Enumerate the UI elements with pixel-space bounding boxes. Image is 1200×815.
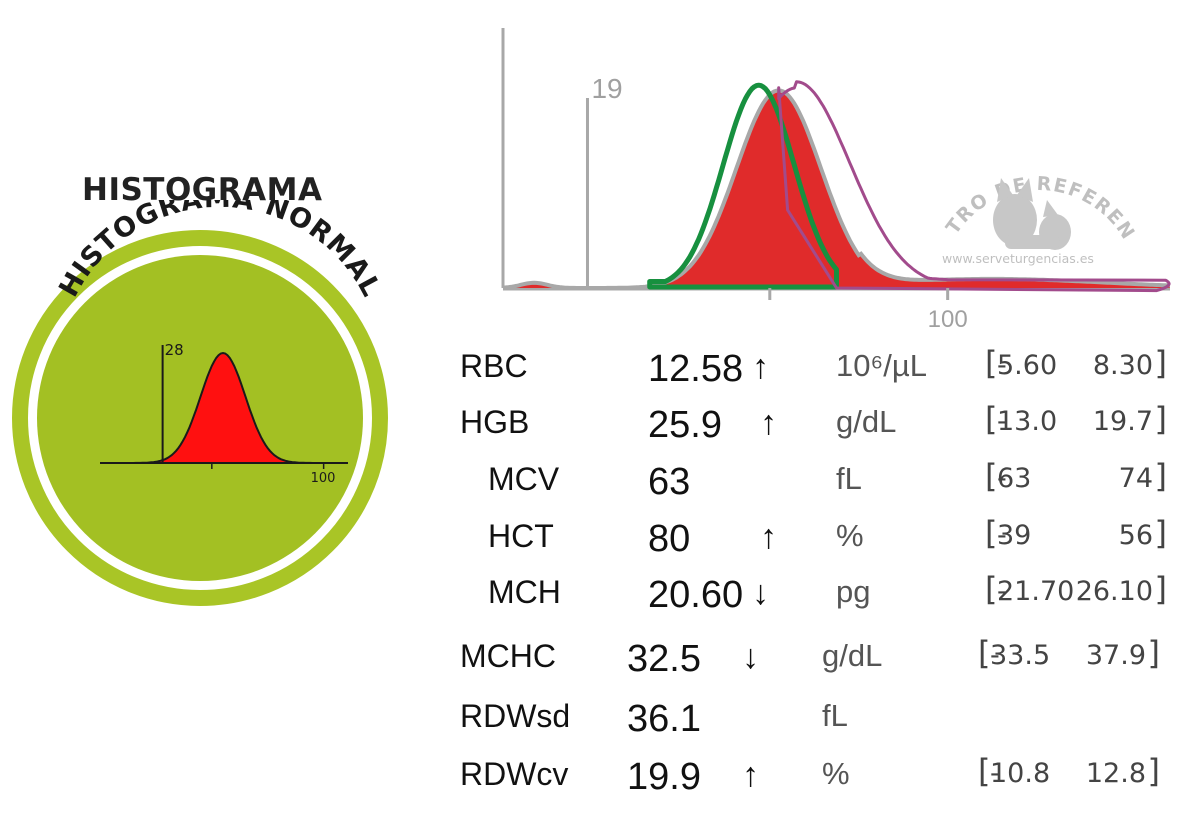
range-low-value: 5.60 xyxy=(997,350,1058,381)
parameter-name: HCT xyxy=(488,518,554,554)
result-row-mch: MCH 20.60 ↓ pg [21.70 -26.10] xyxy=(0,570,1200,626)
range-low: 21.70 - xyxy=(997,576,1075,607)
range-open-bracket: [ xyxy=(978,634,991,672)
arrow-down-icon: ↓ xyxy=(752,574,769,612)
parameter-unit: % xyxy=(836,518,864,553)
badge-x-tick-label: 100 xyxy=(311,471,336,486)
parameter-value: 12.58 xyxy=(648,348,744,390)
range-high: 8.30 xyxy=(1092,350,1153,381)
parameter-value: 19.9 xyxy=(627,756,701,798)
series-normal-overlay xyxy=(647,82,839,290)
result-row-rdwcv: RDWcv 19.9 ↑% [10.8 - 12.8] xyxy=(0,752,1200,808)
arrow-up-icon: ↑ xyxy=(742,756,759,794)
cat-dog-logo-icon xyxy=(993,178,1071,250)
range-low: 63 - xyxy=(997,463,1032,494)
range-close-bracket: ] xyxy=(1154,514,1167,552)
range-high: 74 xyxy=(1118,463,1153,494)
range-close-bracket: ] xyxy=(1154,570,1167,608)
range-close-bracket: ] xyxy=(1154,457,1167,495)
range-open-bracket: [ xyxy=(985,457,998,495)
arrow-up-icon: ↑ xyxy=(760,404,777,442)
parameter-unit: fL xyxy=(836,461,862,496)
range-low-value: 21.70 xyxy=(997,576,1075,607)
parameter-name: RDWsd xyxy=(460,698,571,734)
range-low: 13.0 - xyxy=(997,406,1058,437)
range-open-bracket: [ xyxy=(978,752,991,790)
result-row-rbc: RBC 12.58 ↑ 10⁶/µL [5.60 - 8.30] xyxy=(0,344,1200,400)
parameter-value: 25.9 xyxy=(648,404,722,446)
result-row-mchc: MCHC 32.5 ↓ g/dL [33.5 - 37.9] xyxy=(0,634,1200,690)
arrow-down-icon: ↓ xyxy=(742,638,759,676)
parameter-unit: g/dL xyxy=(822,638,883,673)
range-open-bracket: [ xyxy=(985,570,998,608)
range-high: 19.7 xyxy=(1092,406,1153,437)
series-shifted-overlay xyxy=(777,80,1171,293)
arrow-up-icon: ↑ xyxy=(752,348,769,386)
x-tick-label-100: 100 xyxy=(928,306,968,333)
parameter-value: 20.60 xyxy=(648,574,744,616)
result-row-rdwsd: RDWsd 36.1 fL xyxy=(0,700,1200,750)
parameter-unit: fL xyxy=(822,698,848,733)
range-low-value: 63 xyxy=(997,463,1032,494)
badge-mini-histogram: 28 100 xyxy=(100,341,348,486)
parameter-name: HGB xyxy=(460,404,530,440)
range-open-bracket: [ xyxy=(985,344,998,382)
range-high: 12.8 xyxy=(1085,758,1146,789)
range-open-bracket: [ xyxy=(985,400,998,438)
range-high: 56 xyxy=(1118,520,1153,551)
badge-outer-ring xyxy=(12,230,388,606)
range-high: 37.9 xyxy=(1085,640,1146,671)
range-close-bracket: ] xyxy=(1154,344,1167,382)
range-low: 5.60 - xyxy=(997,350,1058,381)
range-low: 39 - xyxy=(997,520,1032,551)
parameter-unit: pg xyxy=(836,574,871,609)
parameter-value: 63 xyxy=(648,461,691,503)
result-row-mcv: MCV 63 fL [63 - 74] xyxy=(0,457,1200,513)
parameter-value: 32.5 xyxy=(627,638,701,680)
range-low: 33.5 - xyxy=(990,640,1051,671)
parameter-name: MCV xyxy=(488,461,560,497)
parameter-unit: 10⁶/µL xyxy=(836,348,927,383)
parameter-name: RBC xyxy=(460,348,528,384)
parameter-name: RDWcv xyxy=(460,756,569,792)
range-high: 26.10 xyxy=(1075,576,1153,607)
parameter-name: MCH xyxy=(488,574,561,610)
badge-curve-fill xyxy=(151,353,295,463)
range-low-value: 10.8 xyxy=(990,758,1051,789)
parameter-value: 80 xyxy=(648,518,691,560)
range-low-value: 13.0 xyxy=(997,406,1058,437)
threshold-label: 19 xyxy=(591,73,622,104)
range-close-bracket: ] xyxy=(1147,752,1160,790)
parameter-unit: % xyxy=(822,756,850,791)
page-title: HISTOGRAMA xyxy=(82,172,323,208)
series-patient-fill xyxy=(503,90,1170,289)
range-low: 10.8 - xyxy=(990,758,1051,789)
parameter-name: MCHC xyxy=(460,638,556,674)
range-low-value: 33.5 xyxy=(990,640,1051,671)
result-row-hgb: HGB 25.9 ↑ g/dL [13.0 - 19.7] xyxy=(0,400,1200,456)
parameter-unit: g/dL xyxy=(836,404,897,439)
range-low-value: 39 xyxy=(997,520,1032,551)
badge-threshold-label: 28 xyxy=(165,341,184,359)
result-row-hct: HCT 80 ↑% [39 - 56] xyxy=(0,514,1200,570)
watermark-url: www.serveturgencias.es xyxy=(942,251,1094,266)
arrow-up-icon: ↑ xyxy=(760,518,777,556)
parameter-value: 36.1 xyxy=(627,698,701,740)
range-open-bracket: [ xyxy=(985,514,998,552)
range-close-bracket: ] xyxy=(1154,400,1167,438)
range-close-bracket: ] xyxy=(1147,634,1160,672)
